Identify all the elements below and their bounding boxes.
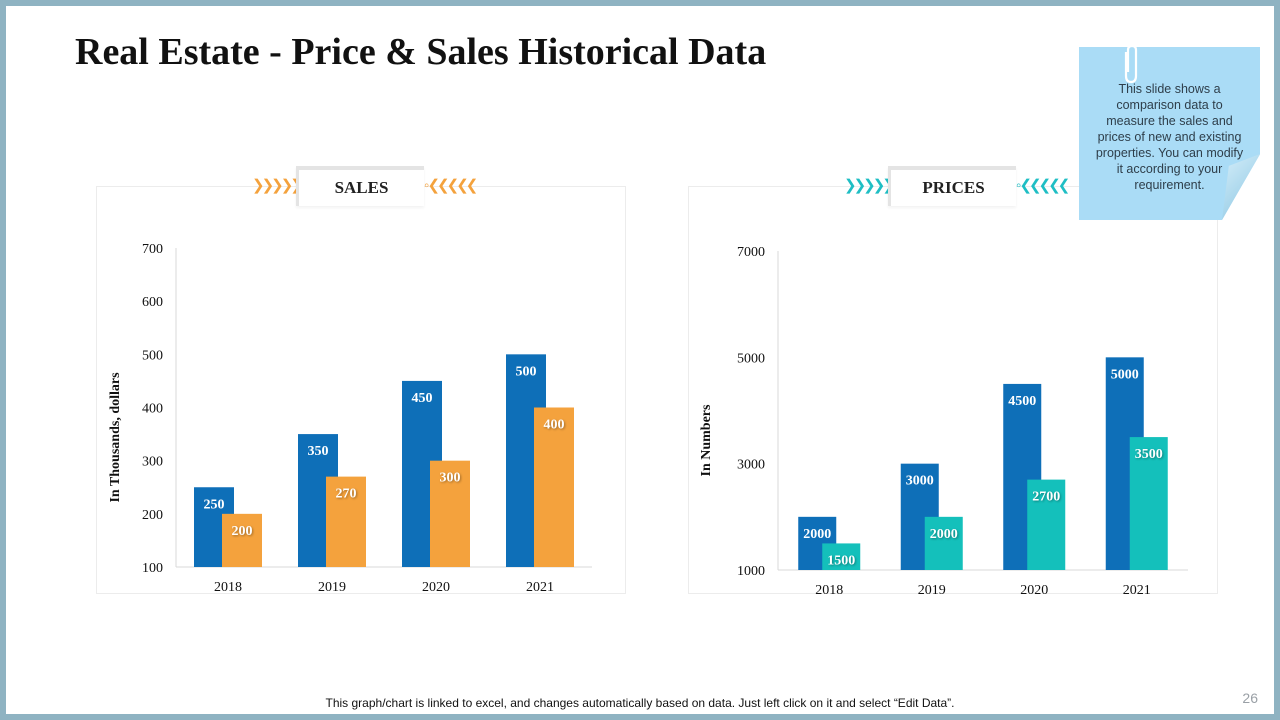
- prices-bar-2019-series-2: [924, 516, 963, 570]
- sales-y-tick-label: 100: [142, 561, 163, 576]
- prices-bar-2021-series-2: [1129, 437, 1168, 570]
- prices-x-tick-label: 2021: [1123, 583, 1151, 598]
- sales-y-tick-label: 500: [142, 348, 163, 363]
- sales-data-label-2018-series-1: 250: [204, 497, 225, 512]
- prices-x-tick-label: 2018: [815, 583, 843, 598]
- prices-tab: PRICES: [888, 166, 1016, 206]
- sales-bar-2020-series-2: [430, 460, 470, 567]
- sales-y-tick-label: 700: [142, 242, 163, 257]
- prices-y-tick-label: 7000: [737, 245, 765, 260]
- slide-title: Real Estate - Price & Sales Historical D…: [75, 31, 767, 73]
- sales-tab: SALES: [296, 166, 424, 206]
- prices-x-tick-label: 2020: [1020, 583, 1048, 598]
- prices-y-tick-label: 3000: [737, 458, 765, 473]
- prices-data-label-2020-series-2: 2700: [1032, 490, 1060, 505]
- sales-data-label-2021-series-1: 500: [516, 364, 537, 379]
- sales-x-tick-label: 2021: [526, 580, 554, 595]
- sales-data-label-2018-series-2: 200: [232, 524, 253, 539]
- prices-data-label-2019-series-1: 3000: [906, 474, 934, 489]
- sales-left-chevrons-icon: ❯❯❯❯❯ ◦: [252, 177, 306, 194]
- prices-y-axis-label: In Numbers: [699, 404, 714, 477]
- sales-y-tick-label: 400: [142, 402, 163, 417]
- prices-right-chevrons-icon: ◦ ❮❮❮❮❮: [1016, 177, 1070, 194]
- prices-x-tick-label: 2019: [918, 583, 946, 598]
- prices-data-label-2021-series-2: 3500: [1135, 447, 1163, 462]
- prices-data-label-2019-series-2: 2000: [930, 527, 958, 542]
- sales-right-chevrons-icon: ◦ ❮❮❮❮❮: [424, 177, 478, 194]
- sales-y-tick-label: 600: [142, 295, 163, 310]
- sales-y-tick-label: 300: [142, 455, 163, 470]
- charts-canvas: 100 200 300 400 500 600 700 In Thousands, dolla…: [108, 242, 1188, 598]
- sales-data-label-2020-series-2: 300: [440, 471, 461, 486]
- prices-y-tick-label: 5000: [737, 351, 765, 366]
- prices-data-label-2020-series-1: 4500: [1008, 394, 1036, 409]
- slide: Real Estate - Price & Sales Historical D…: [6, 6, 1274, 714]
- sales-bar-2021-series-2: [534, 407, 574, 567]
- footer-note: This graph/chart is linked to excel, and…: [325, 696, 955, 710]
- prices-data-label-2021-series-1: 5000: [1111, 367, 1139, 382]
- sales-bar-2019-series-2: [326, 476, 366, 567]
- prices-bar-2020-series-2: [1027, 479, 1066, 570]
- sales-data-label-2021-series-2: 400: [544, 418, 565, 433]
- sales-data-label-2019-series-1: 350: [308, 444, 329, 459]
- prices-data-label-2018-series-2: 1500: [827, 553, 855, 568]
- sales-data-label-2020-series-1: 450: [412, 391, 433, 406]
- prices-bar-2018-series-2: [822, 543, 861, 570]
- sales-y-axis-label: In Thousands, dollars: [108, 372, 123, 503]
- sales-x-tick-label: 2018: [214, 580, 242, 595]
- page-number: 26: [1242, 690, 1258, 706]
- sales-x-tick-label: 2019: [318, 580, 346, 595]
- paperclip-icon: [1124, 46, 1138, 84]
- sales-y-tick-label: 200: [142, 508, 163, 523]
- prices-y-tick-label: 1000: [737, 564, 765, 579]
- prices-left-chevrons-icon: ❯❯❯❯❯ ◦: [844, 177, 898, 194]
- sales-bar-2018-series-2: [222, 513, 262, 567]
- prices-data-label-2018-series-1: 2000: [803, 527, 831, 542]
- sales-data-label-2019-series-2: 270: [336, 487, 357, 502]
- sales-x-tick-label: 2020: [422, 580, 450, 595]
